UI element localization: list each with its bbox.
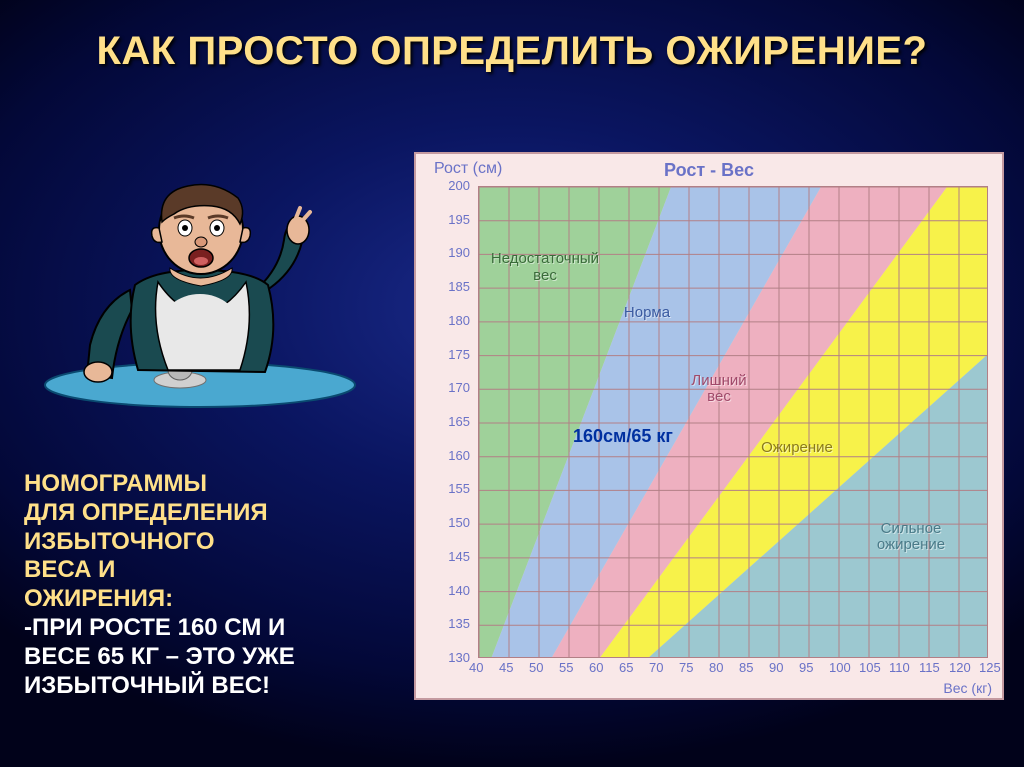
x-axis-title: Вес (кг) [943, 680, 992, 696]
xtick: 125 [979, 660, 1001, 675]
ytick: 135 [448, 616, 470, 631]
ytick: 160 [448, 448, 470, 463]
xtick: 100 [829, 660, 851, 675]
marker-label: 160см/65 кг [573, 426, 673, 447]
title-text: КАК ПРОСТО ОПРЕДЕЛИТЬ ОЖИРЕНИЕ? [96, 29, 927, 73]
caption-white: -ПРИ РОСТЕ 160 СМ ИВЕСЕ 65 КГ – ЭТО УЖЕИ… [24, 614, 394, 700]
xtick: 120 [949, 660, 971, 675]
xtick: 90 [769, 660, 783, 675]
ytick: 190 [448, 245, 470, 260]
ytick: 180 [448, 313, 470, 328]
chart-title: Рост - Вес [416, 160, 1002, 181]
ytick: 140 [448, 583, 470, 598]
caption-yellow: НОМОГРАММЫДЛЯ ОПРЕДЕЛЕНИЯИЗБЫТОЧНОГОВЕСА… [24, 470, 394, 614]
xtick: 55 [559, 660, 573, 675]
xtick: 105 [859, 660, 881, 675]
ytick: 165 [448, 414, 470, 429]
xtick: 110 [889, 660, 910, 675]
chart-panel: Рост (см) Рост - Вес НедостаточныйвесНор… [414, 152, 1004, 700]
slide-title: КАК ПРОСТО ОПРЕДЕЛИТЬ ОЖИРЕНИЕ? [0, 28, 1024, 74]
ytick: 155 [448, 481, 470, 496]
caption: НОМОГРАММЫДЛЯ ОПРЕДЕЛЕНИЯИЗБЫТОЧНОГОВЕСА… [24, 470, 394, 700]
ytick: 150 [448, 515, 470, 530]
xtick: 45 [499, 660, 513, 675]
ytick: 195 [448, 212, 470, 227]
ytick: 170 [448, 380, 470, 395]
nomogram-plot: НедостаточныйвесНормаЛишнийвесОжирениеСи… [478, 186, 988, 658]
xtick: 115 [919, 660, 940, 675]
man-at-table-icon [40, 170, 360, 410]
ytick: 200 [448, 178, 470, 193]
xtick: 95 [799, 660, 813, 675]
xtick: 85 [739, 660, 753, 675]
xtick: 65 [619, 660, 633, 675]
ytick: 185 [448, 279, 470, 294]
xtick: 70 [649, 660, 663, 675]
ytick: 145 [448, 549, 470, 564]
ytick: 130 [448, 650, 470, 665]
slide: КАК ПРОСТО ОПРЕДЕЛИТЬ ОЖИРЕНИЕ? [0, 0, 1024, 767]
plot-svg [479, 187, 988, 658]
xtick: 80 [709, 660, 723, 675]
xtick: 40 [469, 660, 483, 675]
xtick: 60 [589, 660, 603, 675]
ytick: 175 [448, 347, 470, 362]
illustration [40, 170, 360, 410]
xtick: 75 [679, 660, 693, 675]
xtick: 50 [529, 660, 543, 675]
